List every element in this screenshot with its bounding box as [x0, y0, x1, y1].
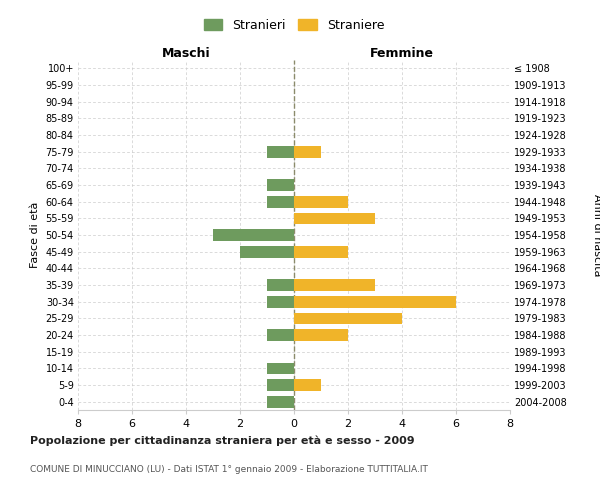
Bar [294, 312, 402, 324]
Bar [294, 196, 348, 207]
Bar [267, 329, 294, 341]
Text: Popolazione per cittadinanza straniera per età e sesso - 2009: Popolazione per cittadinanza straniera p… [30, 435, 415, 446]
Legend: Stranieri, Straniere: Stranieri, Straniere [199, 14, 389, 37]
Bar [294, 212, 375, 224]
Bar [267, 396, 294, 407]
Bar [267, 196, 294, 207]
Y-axis label: Fasce di età: Fasce di età [30, 202, 40, 268]
Bar [267, 179, 294, 191]
Bar [267, 296, 294, 308]
Bar [267, 279, 294, 291]
Bar [294, 246, 348, 258]
Bar [267, 362, 294, 374]
Text: Maschi: Maschi [161, 47, 211, 60]
Bar [294, 296, 456, 308]
Bar [294, 379, 321, 391]
Bar [294, 146, 321, 158]
Y-axis label: Anni di nascita: Anni di nascita [592, 194, 600, 276]
Bar [267, 146, 294, 158]
Bar [240, 246, 294, 258]
Bar [267, 379, 294, 391]
Bar [294, 279, 375, 291]
Bar [213, 229, 294, 241]
Text: Femmine: Femmine [370, 47, 434, 60]
Bar [294, 329, 348, 341]
Text: COMUNE DI MINUCCIANO (LU) - Dati ISTAT 1° gennaio 2009 - Elaborazione TUTTITALIA: COMUNE DI MINUCCIANO (LU) - Dati ISTAT 1… [30, 465, 428, 474]
